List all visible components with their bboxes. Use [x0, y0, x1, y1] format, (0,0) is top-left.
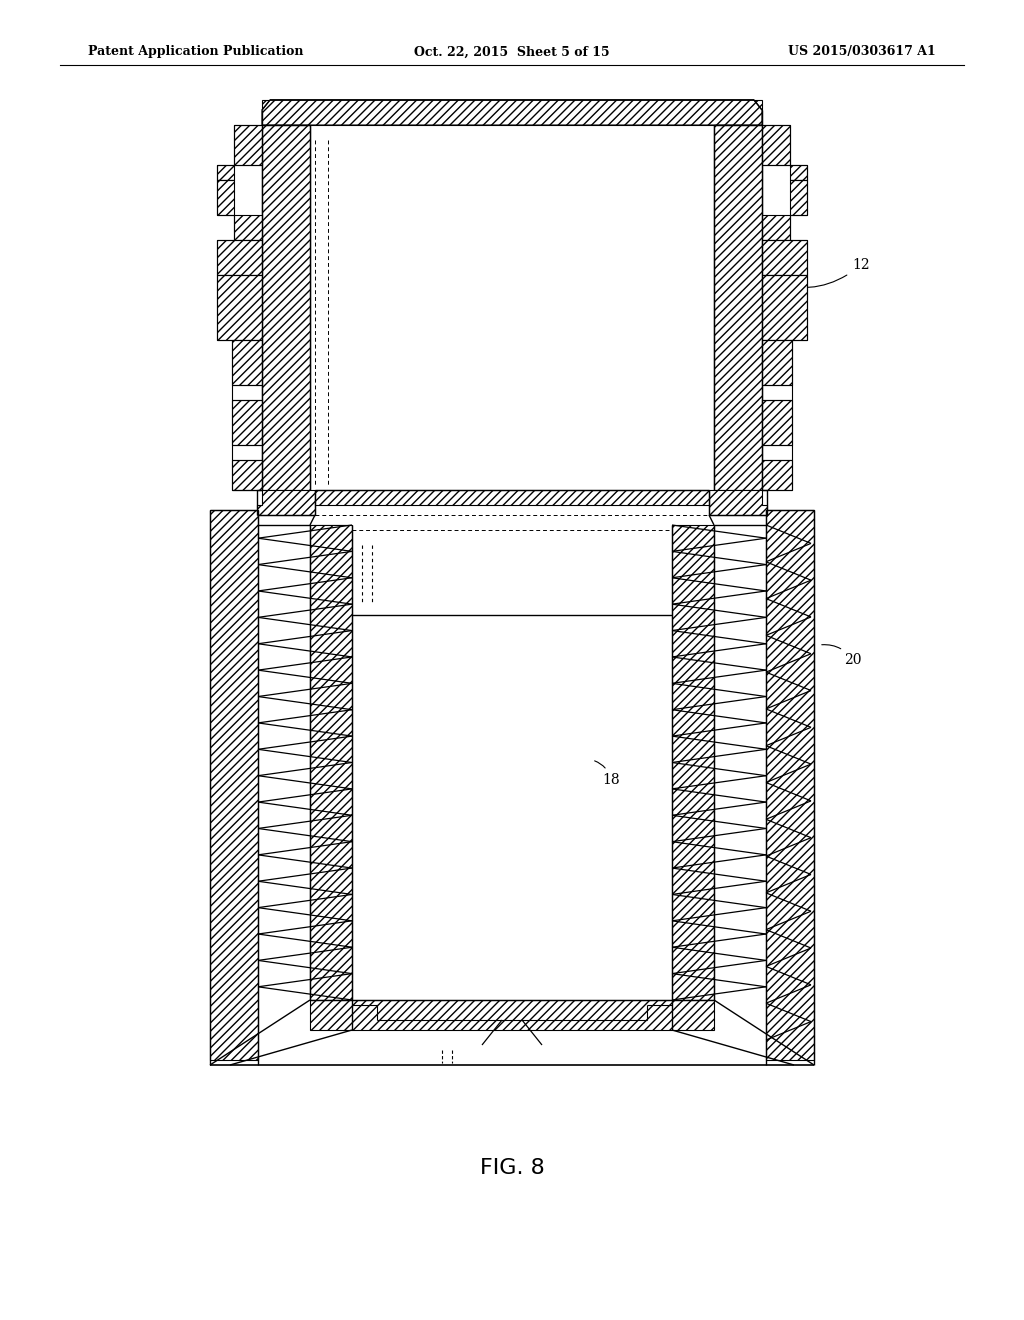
Polygon shape — [262, 125, 310, 490]
Polygon shape — [672, 525, 714, 1001]
Polygon shape — [232, 341, 262, 385]
Polygon shape — [232, 459, 262, 490]
Polygon shape — [234, 125, 262, 165]
Text: US 2015/0303617 A1: US 2015/0303617 A1 — [788, 45, 936, 58]
Polygon shape — [762, 400, 792, 445]
Polygon shape — [762, 125, 790, 165]
Polygon shape — [762, 341, 792, 385]
Polygon shape — [257, 490, 315, 515]
Polygon shape — [217, 275, 262, 341]
Text: 12: 12 — [770, 257, 869, 288]
Polygon shape — [714, 125, 762, 490]
Polygon shape — [762, 240, 807, 275]
Polygon shape — [310, 525, 350, 1001]
Polygon shape — [217, 165, 234, 180]
Polygon shape — [232, 400, 262, 445]
Polygon shape — [714, 125, 762, 490]
Polygon shape — [262, 125, 310, 490]
Polygon shape — [210, 510, 258, 1060]
Text: FIG. 8: FIG. 8 — [479, 1158, 545, 1177]
Polygon shape — [762, 215, 790, 240]
Polygon shape — [310, 1001, 714, 1030]
Polygon shape — [766, 510, 814, 1060]
Polygon shape — [262, 100, 762, 125]
Text: Oct. 22, 2015  Sheet 5 of 15: Oct. 22, 2015 Sheet 5 of 15 — [414, 45, 610, 58]
Polygon shape — [262, 100, 762, 125]
Polygon shape — [315, 490, 709, 506]
Text: 18: 18 — [595, 760, 620, 787]
Polygon shape — [217, 180, 234, 215]
Polygon shape — [762, 459, 792, 490]
Polygon shape — [790, 180, 807, 215]
Polygon shape — [234, 215, 262, 240]
Text: Patent Application Publication: Patent Application Publication — [88, 45, 303, 58]
Polygon shape — [709, 490, 767, 515]
Text: 20: 20 — [822, 644, 861, 667]
Polygon shape — [310, 525, 352, 1001]
Polygon shape — [762, 275, 807, 341]
Polygon shape — [790, 165, 807, 180]
Polygon shape — [217, 240, 262, 275]
